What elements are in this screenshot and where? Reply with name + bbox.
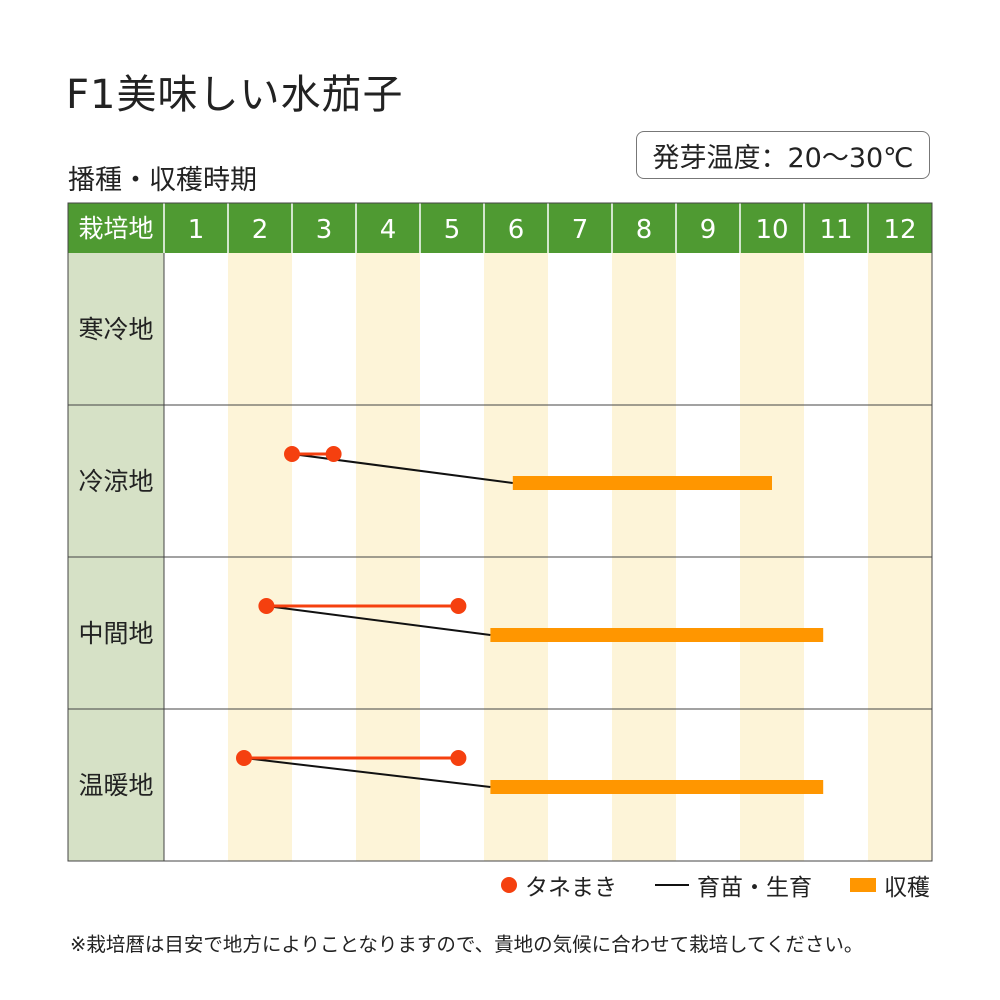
growing-line [243,757,491,788]
month-header-3: 3 [316,215,333,245]
legend-sowing-label: タネまき [525,875,617,901]
month-header-12: 12 [883,215,916,245]
month-header-10: 10 [755,215,788,245]
chart-subtitle: 播種・収穫時期 [68,165,257,196]
sowing-end-point [450,750,467,766]
sowing-start-point [258,598,275,614]
growing-line [266,605,491,636]
sowing-end-point [325,446,342,462]
region-label: 寒冷地 [78,315,153,344]
legend-harvest-label: 収穫 [884,875,930,901]
month-header-6: 6 [508,215,525,245]
month-header-8: 8 [636,215,653,245]
growing-line-icon [655,884,689,886]
region-label: 中間地 [78,619,153,648]
footnote: ※栽培暦は目安で地方によりことなりますので、貴地の気候に合わせて栽培してください… [70,933,864,956]
legend-growing-label: 育苗・生育 [697,875,812,901]
legend-item-sowing: タネまき [501,868,617,902]
month-header-11: 11 [819,215,852,245]
legend-item-growing: 育苗・生育 [655,868,812,902]
harvest-bar [512,476,772,490]
region-label: 温暖地 [78,771,153,800]
page-title: F1美味しい水茄子 [66,72,404,118]
sowing-dot-icon [501,877,517,893]
germination-temperature-label: 発芽温度：20～30℃ [652,142,914,174]
corner-label: 栽培地 [78,214,153,243]
month-header-5: 5 [444,215,461,245]
month-header-9: 9 [700,215,717,245]
table-outline [67,202,933,862]
legend-item-harvest: 収穫 [850,868,930,902]
header-bar [68,203,932,253]
legend: タネまき 育苗・生育 収穫 [501,868,930,902]
month-header-4: 4 [380,215,397,245]
sowing-start-point [284,446,300,462]
harvest-bar-icon [850,878,876,892]
sowing-end-point [450,598,467,614]
harvest-bar [490,780,824,794]
month-header-7: 7 [572,215,589,245]
month-header-2: 2 [252,215,269,245]
region-label: 冷涼地 [78,467,153,496]
harvest-bar [490,628,824,642]
sowing-start-point [236,750,252,766]
germination-temperature-box: 発芽温度：20～30℃ [636,131,930,179]
month-header-1: 1 [188,215,205,245]
